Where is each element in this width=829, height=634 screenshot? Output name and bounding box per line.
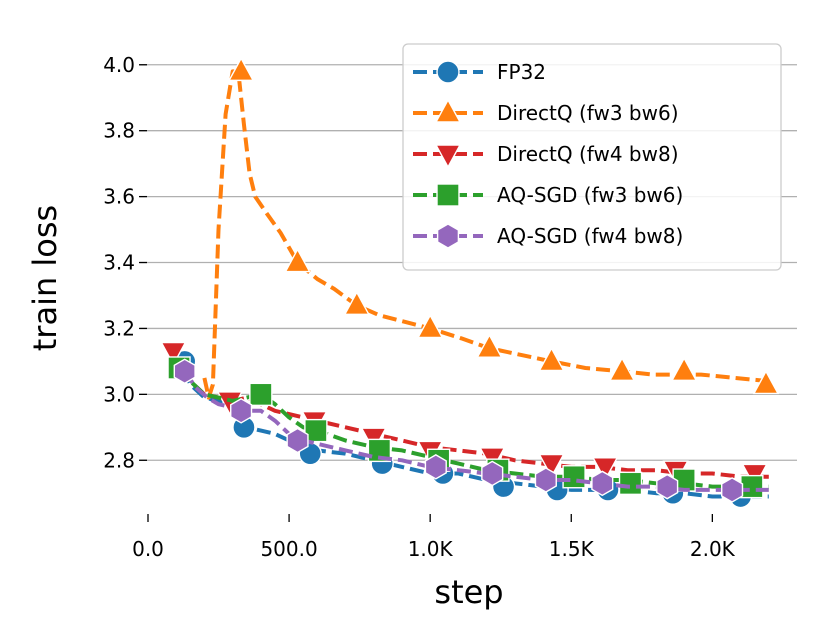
legend-marker (434, 98, 462, 123)
x-tick-label: 0.0 (132, 537, 164, 561)
y-tick-label: 3.0 (103, 382, 135, 406)
legend-entry-directq-fw4-bw8: DirectQ (fw4 bw8) (413, 142, 679, 169)
legend-label: FP32 (497, 60, 546, 84)
legend-label: AQ-SGD (fw3 bw6) (497, 183, 683, 207)
y-tick-label: 3.4 (103, 251, 135, 275)
y-tick-label: 3.6 (103, 185, 135, 209)
legend-label: DirectQ (fw4 bw8) (497, 142, 679, 166)
series-directq-fw4-bw8 (160, 341, 769, 488)
legend-entry-aq-sgd-fw4-bw8: AQ-SGD (fw4 bw8) (413, 223, 683, 249)
data-point (227, 56, 255, 82)
data-point (752, 370, 780, 395)
data-point (538, 453, 565, 479)
data-point (670, 356, 698, 381)
x-tick-label: 500.0 (260, 537, 317, 561)
data-point (591, 457, 619, 482)
series-aq-sgd-fw4-bw8 (173, 358, 769, 503)
data-point (230, 398, 253, 424)
legend-entry-fp32: FP32 (413, 60, 546, 84)
legend-marker (436, 223, 460, 249)
y-axis-ticks: 2.8 3.0 3.2 3.4 3.6 3.8 4.0 (103, 53, 147, 472)
data-point (656, 473, 679, 500)
data-point (538, 346, 565, 372)
data-point (286, 427, 309, 454)
y-tick-label: 3.2 (103, 316, 135, 340)
series-line-aq-sgd-fw3-bw6 (177, 366, 769, 489)
data-point (304, 418, 328, 443)
legend-marker (436, 60, 460, 84)
y-tick-label: 2.8 (103, 448, 135, 472)
data-point (284, 248, 311, 273)
series-lines (160, 56, 780, 509)
data-point (608, 356, 636, 381)
data-point (160, 341, 187, 366)
data-point (618, 471, 643, 496)
x-tick-label: 1.5K (549, 537, 595, 561)
data-point (740, 474, 764, 499)
y-tick-label: 4.0 (103, 53, 135, 77)
legend-entry-aq-sgd-fw3-bw6: AQ-SGD (fw3 bw6) (413, 183, 683, 207)
legend-entry-directq-fw3-bw6: DirectQ (fw3 bw6) (413, 98, 679, 125)
y-axis-label: train loss (26, 205, 64, 351)
legend-marker (434, 144, 462, 169)
legend-marker (436, 183, 460, 207)
x-axis-label: step (434, 573, 503, 611)
legend-label: AQ-SGD (fw4 bw8) (497, 224, 683, 248)
data-point (249, 382, 273, 407)
data-point (721, 477, 744, 503)
x-tick-label: 2.0K (690, 537, 736, 561)
legend-label: DirectQ (fw3 bw6) (497, 101, 679, 125)
data-point (562, 465, 586, 489)
series-directq-fw3-bw6 (202, 56, 780, 400)
data-point (416, 313, 444, 339)
data-point (481, 460, 504, 487)
legend-frame (402, 43, 782, 271)
data-point (424, 454, 447, 480)
x-axis-ticks: 0.0 500.0 1.0K 1.5K 2.0K (132, 514, 736, 561)
data-point (343, 290, 370, 316)
data-point (591, 470, 614, 497)
data-point (476, 333, 503, 358)
x-tick-label: 1.0K (408, 537, 454, 561)
legend: FP32 DirectQ (fw3 bw6) DirectQ (fw4 bw8) AQ… (402, 43, 782, 271)
y-tick-label: 3.8 (103, 119, 135, 143)
data-point (173, 358, 196, 385)
data-point (534, 467, 557, 493)
data-point (367, 438, 392, 463)
